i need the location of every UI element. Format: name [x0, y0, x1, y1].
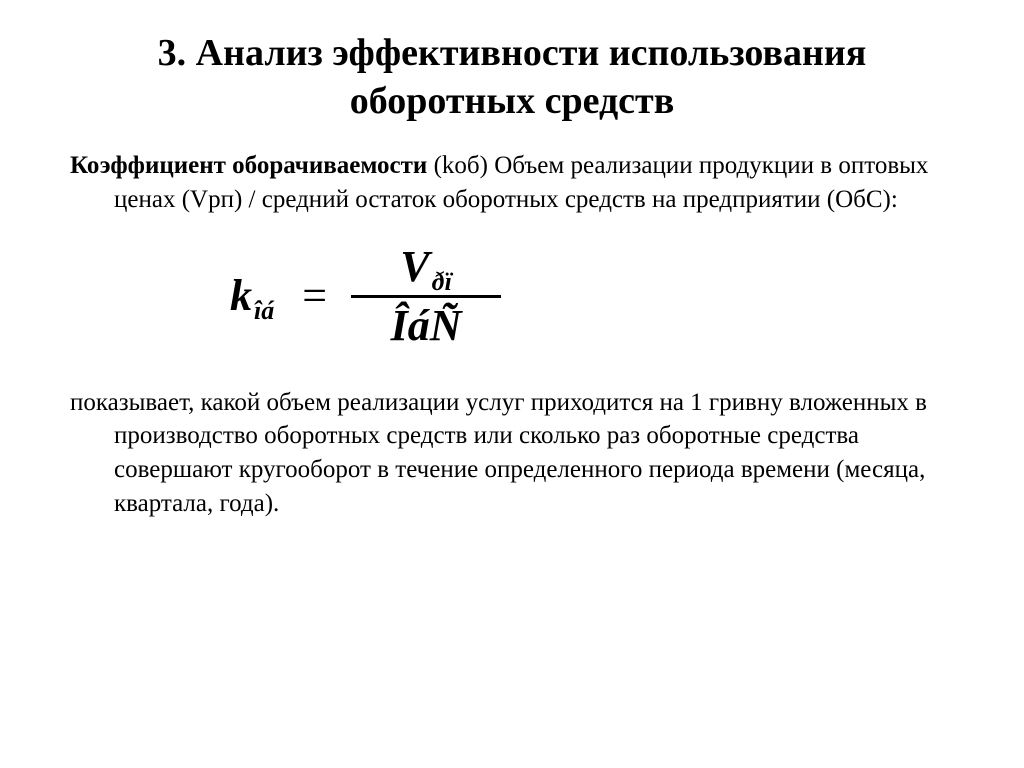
lhs-subscript: îá [254, 298, 274, 324]
lhs-variable: k [230, 274, 252, 318]
fraction-numerator: V ðï [392, 243, 460, 291]
definition-paragraph: Коэффициент оборачиваемости (kоб) Объем … [70, 149, 954, 217]
equals-sign: = [302, 274, 327, 318]
slide-container: 3. Анализ эффективности использования об… [0, 0, 1024, 571]
slide-title: 3. Анализ эффективности использования об… [70, 30, 954, 125]
numerator-variable: V [400, 245, 429, 289]
formula-rhs-fraction: V ðï ÎáÑ [351, 243, 501, 350]
formula: k îá = V ðï ÎáÑ [230, 243, 954, 350]
formula-lhs: k îá [230, 274, 274, 318]
numerator-subscript: ðï [432, 269, 452, 295]
fraction-bar [351, 295, 501, 298]
explanation-paragraph: показывает, какой объем реализации услуг… [70, 386, 954, 521]
term-bold: Коэффициент оборачиваемости [70, 152, 427, 179]
fraction-denominator: ÎáÑ [383, 302, 470, 350]
